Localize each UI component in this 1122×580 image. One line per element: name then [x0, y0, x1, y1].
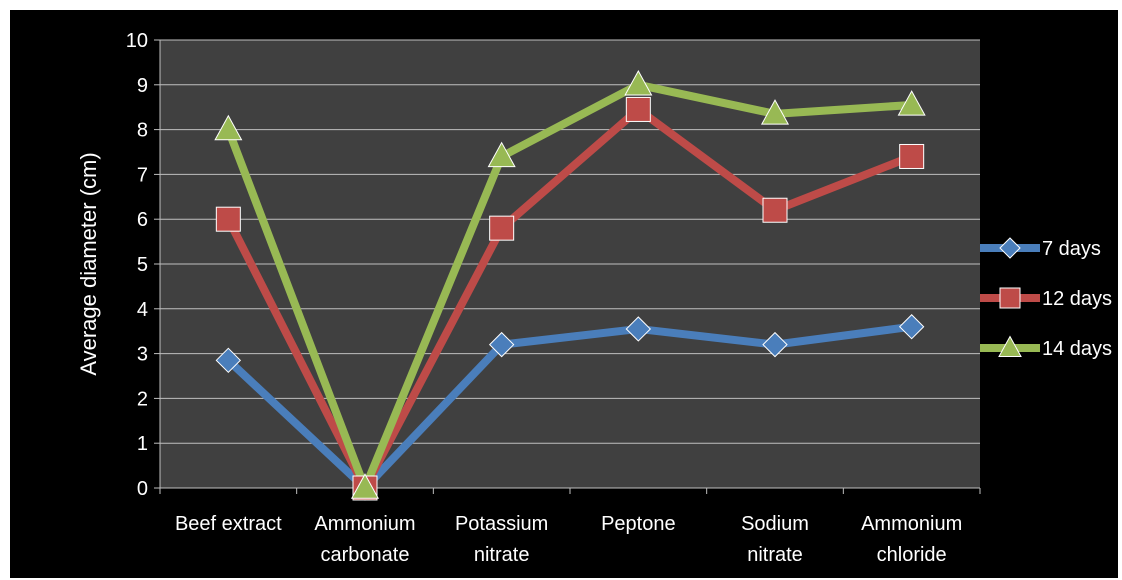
legend-label: 12 days: [1042, 288, 1112, 310]
x-tick-label-line: Potassium: [455, 513, 548, 535]
x-tick-label-line: nitrate: [747, 544, 803, 566]
data-point: [760, 99, 790, 125]
x-tick-label: Beef extract: [175, 513, 282, 535]
series-line: [224, 322, 916, 492]
data-point: [488, 331, 515, 358]
x-tick-label-line: Ammonium: [314, 513, 415, 535]
legend-marker: [998, 335, 1022, 357]
x-tick-label: Ammonium carbonate: [314, 513, 415, 566]
x-tick-label-line: carbonate: [321, 544, 410, 566]
data-point: [489, 215, 515, 241]
y-tick-label: 9: [137, 75, 148, 97]
y-axis-label: Average diameter (cm): [76, 152, 101, 375]
x-tick-label-line: Sodium: [741, 513, 809, 535]
chart-frame: 0 1 2 3 4 5 6 7 8 9 10 Beef extract Ammonium carbonat…: [10, 10, 1118, 578]
y-tick-label: 0: [137, 478, 148, 500]
line-chart: 0 1 2 3 4 5 6 7 8 9 10 Beef extract Ammonium carbonat…: [76, 30, 1112, 566]
x-tick-label: Potassium nitrate: [455, 513, 548, 566]
y-tick-label: 4: [137, 299, 148, 321]
series-line: [224, 80, 916, 492]
data-point: [624, 69, 653, 96]
data-point: [215, 206, 241, 232]
legend-marker: [999, 237, 1021, 259]
y-tick-label: 1: [137, 433, 148, 455]
data-point: [897, 90, 926, 116]
y-tick-label: 3: [137, 344, 148, 366]
x-tick-label-line: Peptone: [601, 513, 676, 535]
legend-label: 7 days: [1042, 238, 1101, 260]
x-tick-label-line: nitrate: [474, 544, 530, 566]
legend-label: 14 days: [1042, 338, 1112, 360]
x-tick-label-line: Ammonium: [861, 513, 962, 535]
data-point: [350, 473, 380, 499]
y-tick-label: 8: [137, 120, 148, 142]
x-tick-label-line: chloride: [877, 544, 947, 566]
x-tick-label: Ammonium chloride: [861, 513, 962, 566]
data-point: [625, 96, 651, 122]
data-point: [899, 143, 925, 169]
y-tick-label: 2: [137, 388, 148, 410]
legend-marker: [999, 287, 1021, 309]
data-point: [625, 316, 652, 342]
y-tick-label: 6: [137, 209, 148, 231]
data-point: [898, 314, 925, 340]
y-tick-label: 10: [126, 30, 148, 52]
data-point: [214, 114, 243, 141]
data-point: [215, 347, 242, 374]
data-point: [762, 331, 788, 358]
y-tick-label: 7: [137, 164, 148, 186]
x-tick-label: Peptone: [601, 513, 676, 535]
series-line: [224, 105, 916, 492]
data-point: [762, 197, 788, 223]
y-tick-label: 5: [137, 254, 148, 276]
data-point: [487, 141, 516, 168]
x-tick-label: Sodium nitrate: [741, 513, 809, 566]
x-tick-label-line: Beef extract: [175, 513, 282, 535]
